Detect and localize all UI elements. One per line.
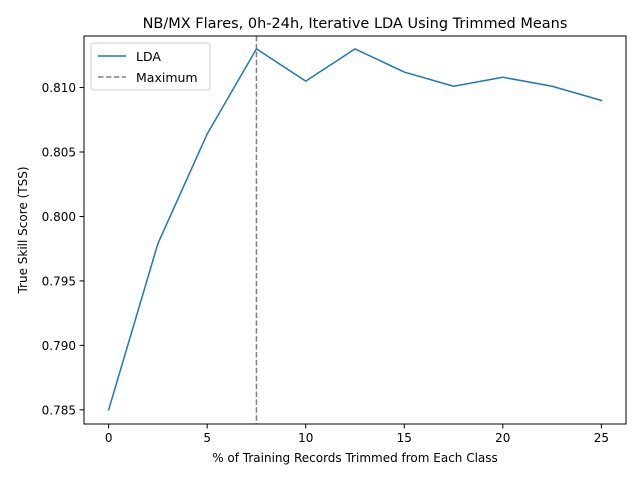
x-tick-label: 25 — [594, 431, 609, 445]
legend-box — [90, 42, 211, 91]
series-line-lda — [107, 48, 603, 411]
data-point — [157, 243, 159, 245]
legend-label-maximum: Maximum — [136, 70, 198, 85]
y-tick-label: 0.800 — [42, 210, 76, 224]
data-point — [403, 71, 405, 73]
series-lines — [107, 48, 603, 411]
data-point — [305, 80, 307, 82]
y-axis-label: True Skill Score (TSS) — [16, 166, 30, 294]
plot-area — [84, 36, 626, 424]
data-point — [453, 85, 455, 87]
data-point — [502, 76, 504, 78]
data-point — [206, 133, 208, 135]
y-tick-label: 0.785 — [42, 403, 76, 417]
data-point — [601, 100, 603, 102]
x-tick-label: 15 — [397, 431, 412, 445]
y-tick-label: 0.790 — [42, 339, 76, 353]
x-axis-ticks: 0 5 10 15 20 25 — [105, 424, 609, 445]
x-tick-label: 5 — [203, 431, 211, 445]
data-point — [256, 48, 258, 50]
x-tick-label: 10 — [298, 431, 313, 445]
data-point — [354, 48, 356, 50]
plot-frame — [83, 35, 627, 425]
legend-label-lda: LDA — [136, 49, 161, 64]
y-tick-label: 0.810 — [42, 81, 76, 95]
data-point — [551, 85, 553, 87]
y-tick-label: 0.795 — [42, 274, 76, 288]
x-axis-label: % of Training Records Trimmed from Each … — [212, 451, 498, 465]
y-axis-ticks: 0.785 0.790 0.795 0.800 0.805 0.810 — [42, 81, 84, 417]
x-tick-label: 0 — [105, 431, 113, 445]
y-tick-label: 0.805 — [42, 146, 76, 160]
chart-title: NB/MX Flares, 0h-24h, Iterative LDA Usin… — [143, 16, 568, 32]
data-point — [108, 409, 110, 411]
legend: LDA Maximum — [90, 42, 211, 91]
x-tick-label: 20 — [495, 431, 510, 445]
